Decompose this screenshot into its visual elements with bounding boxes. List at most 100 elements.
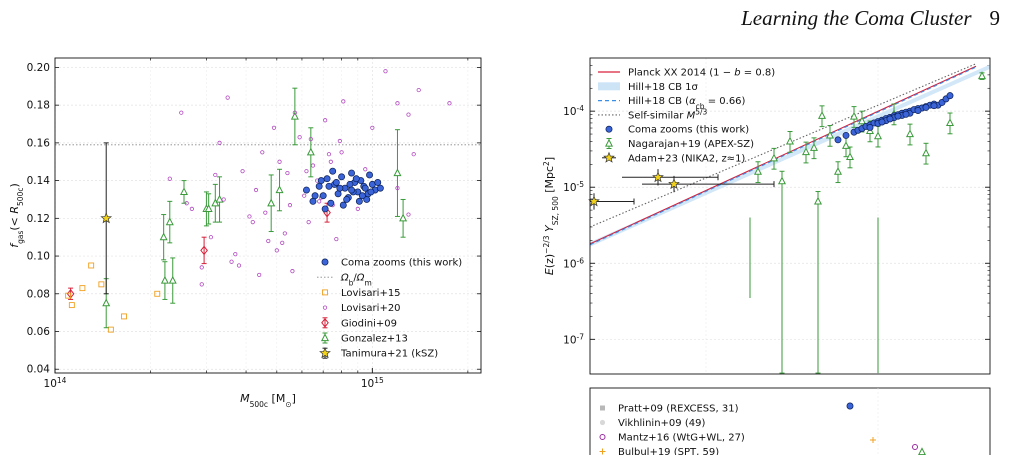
fgas-ytick-label: 0.18 xyxy=(27,100,50,112)
coma-point xyxy=(930,102,938,110)
fgas-point xyxy=(204,204,213,212)
fgas-point xyxy=(308,137,313,142)
fgas-point xyxy=(341,99,346,104)
fgas-legend-swatch xyxy=(321,258,329,266)
fgas-point xyxy=(165,217,174,226)
lower-legend-swatch xyxy=(600,405,605,411)
lower-legend-label: Bulbul+19 (SPT, 59) xyxy=(618,447,719,455)
fgas-point xyxy=(348,186,356,194)
fgas-point xyxy=(346,180,354,188)
ysz-legend-label: Self-similar M5/3 xyxy=(628,107,708,122)
fgas-point xyxy=(271,125,277,130)
fgas-errorbar xyxy=(201,236,207,265)
coma-point xyxy=(834,136,842,144)
nagarajan-errorbar xyxy=(815,191,821,374)
fgas-legend-swatch xyxy=(319,347,331,359)
fgas-point xyxy=(376,184,384,192)
fgas-ytick-label: 0.16 xyxy=(27,137,51,149)
nagarajan-point xyxy=(833,166,843,175)
fgas-point xyxy=(267,198,276,207)
nagarajan-point xyxy=(849,111,859,120)
fgas-point xyxy=(395,186,400,191)
lower-legend-label: Vikhlinin+09 (49) xyxy=(618,418,705,429)
fgas-point xyxy=(260,150,265,155)
fgas-series-2 xyxy=(167,69,452,287)
fgas-point xyxy=(327,199,335,207)
fgas-point xyxy=(355,197,363,205)
fgas-point xyxy=(240,169,245,174)
fgas-point xyxy=(338,173,346,181)
ysz-ytick-label: 10-5 xyxy=(563,180,584,195)
fgas-point xyxy=(363,167,368,172)
fgas-series-1 xyxy=(65,262,161,333)
fgas-ytick-label: 0.12 xyxy=(27,213,50,225)
fgas-point xyxy=(309,197,317,205)
fgas-point xyxy=(306,147,315,156)
fgas-point xyxy=(297,135,302,140)
fgas-point xyxy=(184,201,189,206)
fgas-point xyxy=(287,203,293,208)
fgas-point xyxy=(274,248,279,253)
fgas-point xyxy=(406,212,411,217)
fgas-point xyxy=(189,206,194,211)
nagarajan-point xyxy=(801,147,811,156)
fgas-point xyxy=(383,69,388,74)
fgas-point xyxy=(263,210,268,215)
fgas-point xyxy=(315,182,323,190)
ysz-legend-label: Nagarajan+19 (APEX-SZ) xyxy=(628,139,754,150)
ysz-legend-swatch xyxy=(598,82,620,91)
fgas-point xyxy=(68,302,75,309)
lower-point xyxy=(912,444,918,450)
fgas-xtick-label: 1015 xyxy=(361,376,384,391)
fgas-point xyxy=(366,171,374,179)
nagarajan-point xyxy=(825,130,835,139)
fgas-point xyxy=(233,252,238,257)
fgas-point xyxy=(328,159,333,164)
fgas-point xyxy=(302,193,307,198)
nagarajan-point xyxy=(945,118,955,127)
fgas-legend-label: Coma zooms (this work) xyxy=(341,258,462,269)
fgas-ytick-label: 0.14 xyxy=(27,175,51,187)
nagarajan-point xyxy=(785,136,795,145)
lower-point xyxy=(870,437,876,443)
fgas-point xyxy=(406,112,411,117)
ysz-relation-line xyxy=(589,66,977,246)
fgas-point xyxy=(253,187,259,193)
fgas-point xyxy=(355,206,360,211)
fgas-point xyxy=(121,313,127,320)
fgas-point xyxy=(277,159,282,164)
lower-plot-frame xyxy=(589,387,991,455)
fgas-point xyxy=(159,232,168,241)
fgas-point xyxy=(337,138,342,144)
ysz-ytick-label: 10-7 xyxy=(563,332,584,347)
page-number: 9 xyxy=(989,6,1001,30)
fgas-point xyxy=(290,111,299,120)
nagarajan-point xyxy=(845,152,855,161)
fgas-point xyxy=(236,263,242,268)
fgas-point xyxy=(217,140,222,145)
fgas-point xyxy=(292,110,297,115)
coma-series xyxy=(834,92,954,144)
fgas-legend-swatch xyxy=(322,305,328,310)
nagarajan-point xyxy=(905,129,915,138)
fgas-point xyxy=(199,265,204,270)
fgas-point xyxy=(168,275,177,284)
fgas-point xyxy=(98,281,105,288)
fgas-point xyxy=(304,169,309,174)
coma-point xyxy=(866,124,874,131)
fgas-point xyxy=(266,238,271,244)
adam23-point xyxy=(652,171,664,183)
fgas-point xyxy=(325,182,333,190)
fgas-xlabel: M500c [M⊙] xyxy=(240,392,296,409)
fgas-point xyxy=(317,177,325,185)
fgas-point xyxy=(395,101,400,106)
fgas-legend-label: Lovisari+20 xyxy=(341,303,401,314)
nagarajan-point xyxy=(873,131,883,140)
fgas-plot-frame xyxy=(54,57,482,374)
fgas-point xyxy=(280,240,285,245)
adam23-series xyxy=(588,169,775,210)
ysz-legend-swatch xyxy=(603,151,615,163)
ysz-relation-line xyxy=(589,65,977,245)
